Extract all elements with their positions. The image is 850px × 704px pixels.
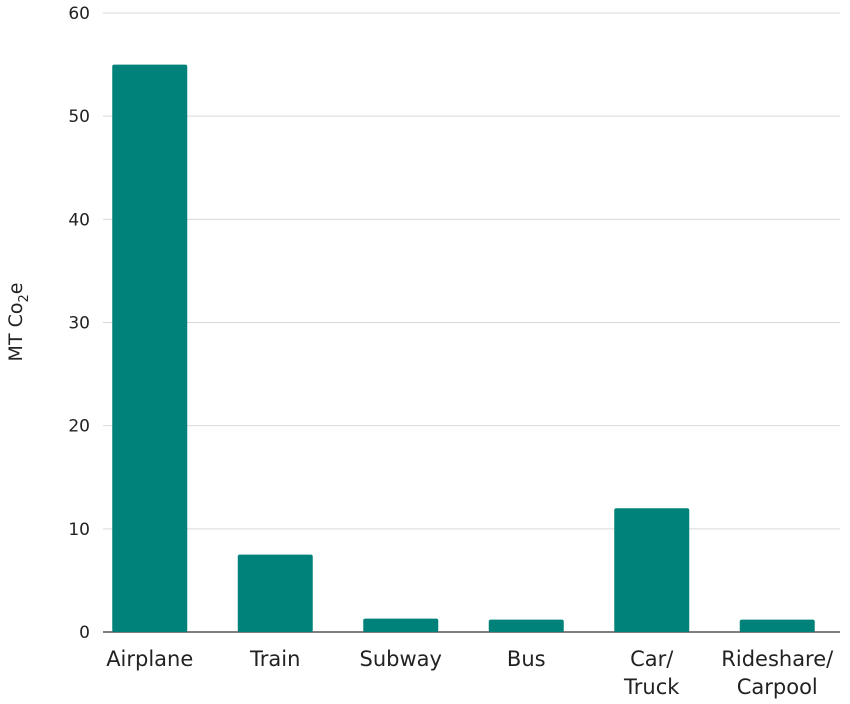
y-tick-label: 50: [68, 107, 90, 127]
x-category-label: Rideshare/Carpool: [721, 647, 834, 699]
bar: [614, 508, 690, 632]
y-tick-label: 30: [68, 314, 90, 334]
y-tick-label: 40: [68, 210, 90, 230]
bar: [363, 618, 439, 632]
y-tick-label: 60: [68, 4, 90, 24]
y-tick-label: 0: [79, 623, 90, 643]
bar: [739, 619, 815, 632]
bars: [112, 64, 815, 633]
y-tick-label: 20: [68, 417, 90, 437]
x-category-label: Train: [249, 647, 300, 671]
y-tick-labels: 0 10 20 30 40 50 60: [68, 4, 90, 643]
x-category-label: Car/Truck: [623, 647, 680, 699]
x-category-label: Subway: [360, 647, 442, 671]
x-category-label: Airplane: [106, 647, 193, 671]
gridlines: [103, 12, 840, 633]
x-category-labels: Airplane Train Subway Bus Car/Truck Rideshare…: [106, 647, 834, 699]
y-tick-label: 10: [68, 520, 90, 540]
y-axis-title: MT Co2e: [5, 283, 32, 362]
bar: [112, 64, 188, 633]
x-category-label: Bus: [507, 647, 546, 671]
bar: [488, 619, 564, 632]
bar: [237, 554, 313, 632]
